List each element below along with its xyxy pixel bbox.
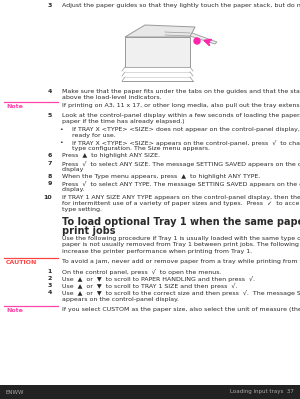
Text: 7: 7 <box>48 161 52 166</box>
Text: •: • <box>59 126 63 132</box>
Text: 8: 8 <box>48 174 52 179</box>
Text: display: display <box>62 167 84 172</box>
Text: 3: 3 <box>48 283 52 288</box>
Text: Loading input trays  37: Loading input trays 37 <box>230 389 294 395</box>
Text: Look at the control-panel display within a few seconds of loading the paper.  (R: Look at the control-panel display within… <box>62 113 300 118</box>
Text: CAUTION: CAUTION <box>6 260 38 265</box>
Text: If TRAY X <TYPE> <SIZE> appears on the control-panel, press  √  to change the si: If TRAY X <TYPE> <SIZE> appears on the c… <box>72 140 300 146</box>
Text: When the Type menu appears, press  ▲  to highlight ANY TYPE.: When the Type menu appears, press ▲ to h… <box>62 174 260 179</box>
Text: Use  ▲  or  ▼  to scroll to the correct size and then press  √.  The message SET: Use ▲ or ▼ to scroll to the correct size… <box>62 290 300 296</box>
Text: type configuration. The Size menu appears.: type configuration. The Size menu appear… <box>72 146 210 151</box>
Text: Press  ▲  to highlight ANY SIZE.: Press ▲ to highlight ANY SIZE. <box>62 153 160 158</box>
Text: To load optional Tray 1 when the same paper is used for multiple: To load optional Tray 1 when the same pa… <box>62 217 300 227</box>
Polygon shape <box>125 37 190 67</box>
Text: To avoid a jam, never add or remove paper from a tray while printing from that t: To avoid a jam, never add or remove pape… <box>62 259 300 264</box>
Text: Use  ▲  or  ▼  to scroll to TRAY 1 SIZE and then press  √.: Use ▲ or ▼ to scroll to TRAY 1 SIZE and … <box>62 283 237 289</box>
Text: Note: Note <box>6 104 23 109</box>
Text: Press  √  to select ANY TYPE. The message SETTING SAVED appears on the control-p: Press √ to select ANY TYPE. The message … <box>62 181 300 187</box>
Text: paper is not usually removed from Tray 1 between print jobs. The following proce: paper is not usually removed from Tray 1… <box>62 243 300 247</box>
Text: On the control panel, press  √  to open the menus.: On the control panel, press √ to open th… <box>62 269 221 275</box>
Polygon shape <box>190 33 217 44</box>
Bar <box>0 385 300 399</box>
Text: Adjust the paper guides so that they lightly touch the paper stack, but do not b: Adjust the paper guides so that they lig… <box>62 3 300 8</box>
Text: ENWW: ENWW <box>6 389 25 395</box>
Text: 1: 1 <box>48 269 52 274</box>
Text: 10: 10 <box>44 195 52 200</box>
Text: If printing on A3, 11 x 17, or other long media, also pull out the tray extensio: If printing on A3, 11 x 17, or other lon… <box>62 103 300 108</box>
Text: for intermittent use of a variety of paper sizes and types.  Press  ✓  to accept: for intermittent use of a variety of pap… <box>62 201 300 206</box>
Text: paper if the time has already elapsed.): paper if the time has already elapsed.) <box>62 119 184 124</box>
Text: 3: 3 <box>48 3 52 8</box>
Text: print jobs: print jobs <box>62 226 116 236</box>
Polygon shape <box>125 25 195 37</box>
Text: appears on the control-panel display.: appears on the control-panel display. <box>62 296 179 302</box>
Text: Press  √  to select ANY SIZE. The message SETTING SAVED appears on the control-p: Press √ to select ANY SIZE. The message … <box>62 161 300 167</box>
Text: above the load-level indicators.: above the load-level indicators. <box>62 95 162 100</box>
Text: type setting.: type setting. <box>62 207 102 212</box>
Text: 5: 5 <box>48 113 52 118</box>
Text: 4: 4 <box>48 290 52 295</box>
Text: ready for use.: ready for use. <box>72 133 116 138</box>
Text: If TRAY 1 ANY SIZE ANY TYPE appears on the control-panel display, then the print: If TRAY 1 ANY SIZE ANY TYPE appears on t… <box>62 195 300 200</box>
Text: If you select CUSTOM as the paper size, also select the unit of measure (the X a: If you select CUSTOM as the paper size, … <box>62 307 300 312</box>
Text: Use  ▲  or  ▼  to scroll to PAPER HANDLING and then press  √.: Use ▲ or ▼ to scroll to PAPER HANDLING a… <box>62 276 255 282</box>
Text: display.: display. <box>62 188 85 192</box>
Text: •: • <box>59 140 63 145</box>
Circle shape <box>194 38 200 44</box>
Text: 4: 4 <box>48 89 52 94</box>
Text: If TRAY X <TYPE> <SIZE> does not appear on the control-panel display, then the t: If TRAY X <TYPE> <SIZE> does not appear … <box>72 126 300 132</box>
Text: Note: Note <box>6 308 23 313</box>
Text: Make sure that the paper fits under the tabs on the guides and that the stack do: Make sure that the paper fits under the … <box>62 89 300 94</box>
Text: Use the following procedure if Tray 1 is usually loaded with the same type of pa: Use the following procedure if Tray 1 is… <box>62 236 300 241</box>
Text: 6: 6 <box>48 153 52 158</box>
Text: 9: 9 <box>48 181 52 186</box>
Text: 2: 2 <box>48 276 52 281</box>
Text: increase the printer performance when printing from Tray 1.: increase the printer performance when pr… <box>62 249 252 254</box>
